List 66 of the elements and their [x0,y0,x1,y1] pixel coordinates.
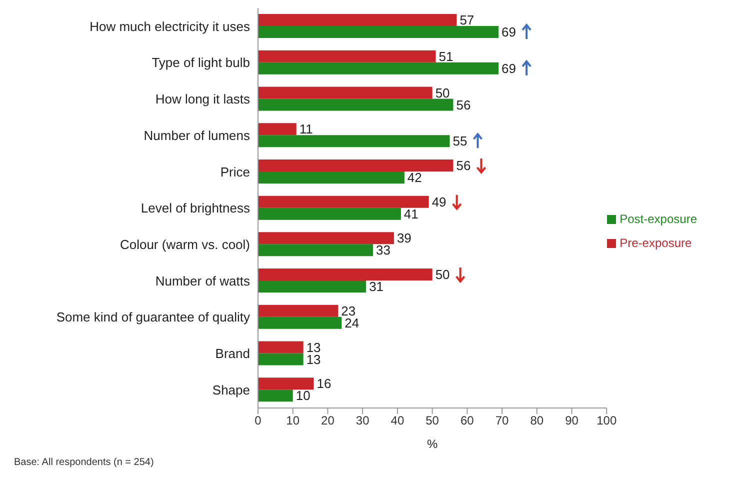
data-label: 31 [369,279,384,294]
bar [258,304,338,317]
bar [258,50,436,62]
x-tick-label: 60 [460,414,474,428]
data-label: 57 [460,12,474,28]
bar [258,26,499,38]
bar [258,280,366,293]
x-tick-label: 90 [565,414,579,428]
data-label: 50 [435,85,450,100]
bar [258,135,450,148]
y-tick-label: Number of watts [155,273,250,288]
text: Base: All respondents (n = 254) [14,457,155,468]
y-tick-label: Number of lumens [144,128,250,143]
data-label: 51 [438,48,454,64]
data-label: 69 [502,60,516,76]
data-label: 56 [456,158,471,174]
data-label: 50 [435,267,450,282]
bar [258,14,457,26]
legend-label: Post-exposure [620,212,697,226]
y-tick-label: Colour (warm vs. cool) [120,236,250,252]
x-axis-title: % [426,437,438,451]
bar [258,341,304,354]
y-tick-label: Some kind of guarantee of quality [56,310,250,325]
x-tick-label: 30 [356,414,370,428]
data-label: 16 [316,376,332,392]
x-tick-label: 10 [286,414,300,428]
y-tick-label: Level of brightness [140,200,250,216]
bar [258,98,454,111]
bar [258,62,499,74]
data-label: 69 [502,24,516,40]
bar [258,316,342,329]
y-tick-label: Shape [212,382,250,398]
bar [258,86,432,99]
data-label: 55 [452,134,468,149]
data-label: 10 [296,388,310,404]
bar [258,268,432,281]
x-tick-label: 0 [254,414,262,428]
bar [258,159,454,172]
data-label: 33 [376,242,391,258]
bar [258,378,314,390]
bar [258,208,401,220]
x-tick-label: 50 [426,414,440,428]
y-tick-label: Brand [215,346,250,362]
data-label: 11 [299,122,313,137]
bar [258,123,296,136]
bar [258,171,404,184]
x-tick-label: 80 [530,414,544,428]
y-tick-label: How long it lasts [155,92,250,107]
bar [258,353,304,366]
y-tick-label: How much electricity it uses [90,18,250,34]
data-label: 39 [396,230,412,246]
x-tick-label: 40 [390,414,404,428]
data-label: 49 [432,194,446,210]
y-tick-label: Price [220,164,250,180]
x-tick-label: 70 [495,414,510,428]
y-tick-label: Type of light bulb [152,55,250,70]
bar [258,196,429,208]
x-tick-label: 100 [596,414,617,428]
legend-label: Pre-exposure [620,236,692,250]
data-label: 42 [407,170,422,186]
x-tick-label: 20 [321,414,335,428]
data-label: 56 [456,97,471,112]
bar [258,244,374,256]
bar [258,232,394,244]
bar [258,390,293,402]
data-label: 41 [404,206,418,222]
